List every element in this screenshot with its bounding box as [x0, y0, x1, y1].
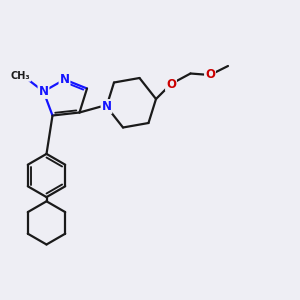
Text: CH₃: CH₃: [11, 71, 30, 81]
Text: N: N: [101, 100, 112, 113]
Text: O: O: [205, 68, 215, 82]
Text: N: N: [38, 85, 49, 98]
Text: O: O: [166, 77, 176, 91]
Text: N: N: [59, 73, 70, 86]
